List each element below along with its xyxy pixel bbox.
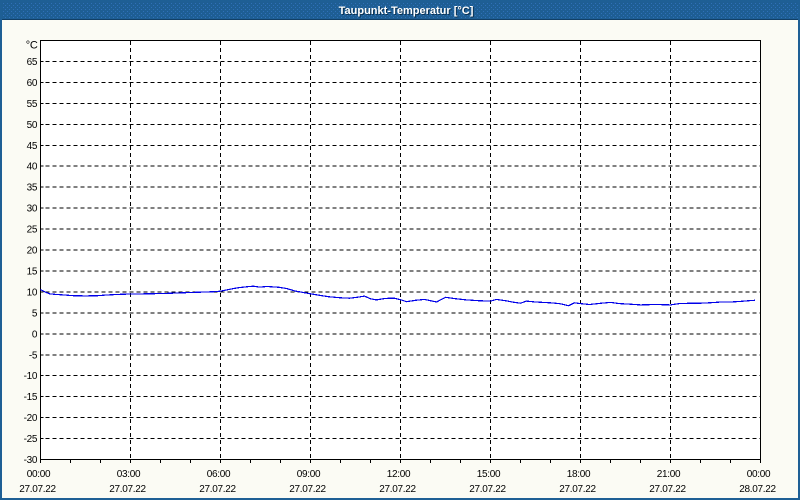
svg-text:18:00: 18:00: [567, 469, 591, 480]
svg-text:03:00: 03:00: [117, 469, 141, 480]
svg-text:-15: -15: [24, 392, 38, 403]
svg-text:-5: -5: [29, 350, 38, 361]
svg-text:55: 55: [27, 99, 38, 110]
svg-text:27.07.22: 27.07.22: [109, 484, 146, 495]
svg-text:10: 10: [27, 287, 38, 298]
svg-text:00:00: 00:00: [747, 469, 771, 480]
svg-text:45: 45: [27, 141, 38, 152]
svg-text:12:00: 12:00: [387, 469, 411, 480]
svg-text:27.07.22: 27.07.22: [379, 484, 416, 495]
svg-text:°C: °C: [26, 40, 38, 52]
svg-text:15:00: 15:00: [477, 469, 501, 480]
svg-text:00:00: 00:00: [27, 469, 51, 480]
svg-text:27.07.22: 27.07.22: [559, 484, 596, 495]
svg-text:27.07.22: 27.07.22: [469, 484, 506, 495]
svg-text:Taupunkt-Temperatur [°C]: Taupunkt-Temperatur [°C]: [339, 5, 474, 17]
svg-text:27.07.22: 27.07.22: [199, 484, 236, 495]
svg-text:20: 20: [27, 246, 38, 257]
svg-text:21:00: 21:00: [657, 469, 681, 480]
svg-text:-20: -20: [24, 413, 38, 424]
svg-text:28.07.22: 28.07.22: [739, 484, 776, 495]
svg-text:-25: -25: [24, 434, 38, 445]
svg-text:-10: -10: [24, 371, 38, 382]
svg-text:27.07.22: 27.07.22: [19, 484, 56, 495]
svg-text:09:00: 09:00: [297, 469, 321, 480]
svg-text:27.07.22: 27.07.22: [649, 484, 686, 495]
svg-text:60: 60: [27, 78, 38, 89]
svg-text:35: 35: [27, 183, 38, 194]
svg-text:15: 15: [27, 266, 38, 277]
svg-text:-30: -30: [24, 455, 38, 466]
svg-text:Taupunkt-Temperatur [°C]: Taupunkt-Temperatur [°C]: [340, 6, 475, 18]
svg-text:25: 25: [27, 225, 38, 236]
svg-text:5: 5: [32, 308, 38, 319]
svg-text:50: 50: [27, 120, 38, 131]
svg-text:30: 30: [27, 204, 38, 215]
svg-text:0: 0: [32, 329, 38, 340]
svg-text:65: 65: [27, 57, 38, 68]
svg-text:27.07.22: 27.07.22: [289, 484, 326, 495]
svg-text:06:00: 06:00: [207, 469, 231, 480]
svg-text:40: 40: [27, 162, 38, 173]
